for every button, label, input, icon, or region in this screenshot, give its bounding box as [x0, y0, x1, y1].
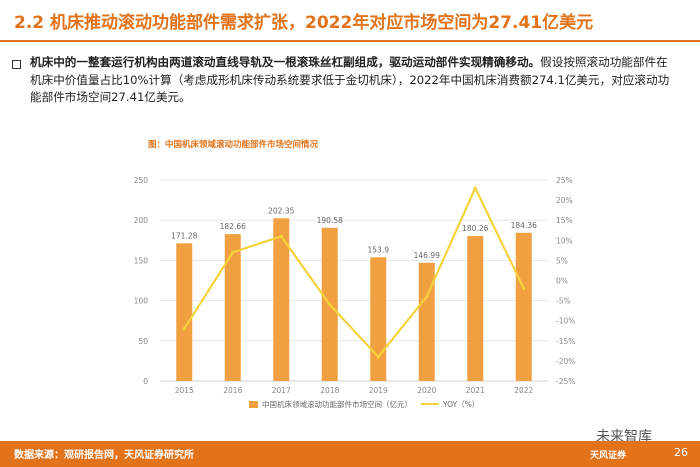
y-tick-label: 100	[134, 297, 149, 306]
legend-line-label: YOY（%）	[442, 400, 479, 409]
y2-tick-label: 0%	[556, 277, 568, 286]
y2-tick-label: 10%	[556, 236, 573, 245]
y-tick-label: 200	[134, 216, 149, 225]
page-number: 26	[674, 446, 688, 459]
y2-tick-label: 15%	[556, 216, 573, 225]
y2-tick-label: -10%	[556, 317, 575, 326]
x-tick-label: 2021	[466, 386, 485, 395]
bar-data-label: 202.35	[268, 206, 294, 215]
x-tick-label: 2020	[417, 386, 436, 395]
yoy-series-line	[183, 186, 525, 358]
body-rest-text: 假设按照滚动功能部件在机床中价值量占比10%计算（考虑成形机床传动系统要求低于金…	[30, 55, 670, 104]
yoy-point	[376, 355, 380, 359]
bar	[515, 232, 532, 381]
y2-tick-label: 5%	[556, 256, 568, 265]
yoy-point	[473, 186, 477, 190]
bar-data-label: 153.9	[368, 245, 390, 254]
yoy-point	[231, 250, 235, 254]
x-tick-label: 2016	[223, 386, 242, 395]
bar	[418, 262, 435, 381]
bar	[176, 243, 193, 381]
bar-data-label: 184.36	[511, 221, 537, 230]
y-tick-label: 0	[143, 377, 148, 386]
legend-bar-label: 中国机床领域滚动功能部件市场空间（亿元）	[262, 399, 412, 409]
bar	[273, 218, 290, 381]
y2-tick-label: -25%	[556, 377, 575, 386]
footer-logo: 天风证券	[590, 451, 627, 461]
x-tick-label: 2018	[320, 386, 339, 395]
y2-tick-label: 20%	[556, 196, 573, 205]
chart-caption: 图：中国机床领域滚动功能部件市场空间情况	[148, 140, 319, 150]
y2-tick-label: 25%	[556, 176, 573, 185]
y2-tick-label: -5%	[556, 297, 571, 306]
bar-data-label: 146.99	[414, 251, 440, 260]
yoy-point	[522, 286, 526, 291]
bar-data-label: 180.26	[462, 224, 488, 233]
bar-data-label: 171.28	[171, 231, 197, 240]
bar	[467, 236, 484, 381]
y-tick-label: 50	[138, 337, 148, 346]
x-tick-label: 2019	[369, 386, 388, 395]
yoy-point	[328, 303, 332, 307]
bar	[370, 257, 387, 381]
x-tick-label: 2015	[175, 386, 194, 395]
y2-tick-label: -15%	[556, 337, 575, 346]
x-tick-label: 2017	[272, 386, 291, 395]
square-bullet-icon	[12, 60, 21, 69]
footer-bar	[0, 441, 700, 467]
body-bold-text: 机床中的一整套运行机构由两道滚动直线导轨及一根滚珠丝杠副组成，驱动运动部件实现精…	[30, 55, 541, 69]
bar-data-label: 190.58	[317, 216, 343, 225]
title-divider	[0, 40, 700, 42]
yoy-point	[182, 327, 186, 331]
y2-tick-label: -20%	[556, 357, 575, 366]
bar	[224, 234, 241, 381]
bar-data-label: 182.66	[220, 222, 246, 231]
y-tick-label: 150	[134, 256, 149, 265]
yoy-point	[425, 294, 429, 299]
page-title: 2.2 机床推动滚动功能部件需求扩张，2022年对应市场空间为27.41亿美元	[14, 13, 594, 33]
yoy-point	[279, 234, 283, 238]
x-tick-label: 2022	[514, 386, 533, 395]
y-tick-label: 250	[134, 176, 149, 185]
body-paragraph: 机床中的一整套运行机构由两道滚动直线导轨及一根滚珠丝杠副组成，驱动运动部件实现精…	[30, 54, 670, 107]
source-note: 数据来源：观研报告网，天风证券研究所	[14, 450, 194, 461]
legend-bar-swatch	[249, 401, 258, 408]
